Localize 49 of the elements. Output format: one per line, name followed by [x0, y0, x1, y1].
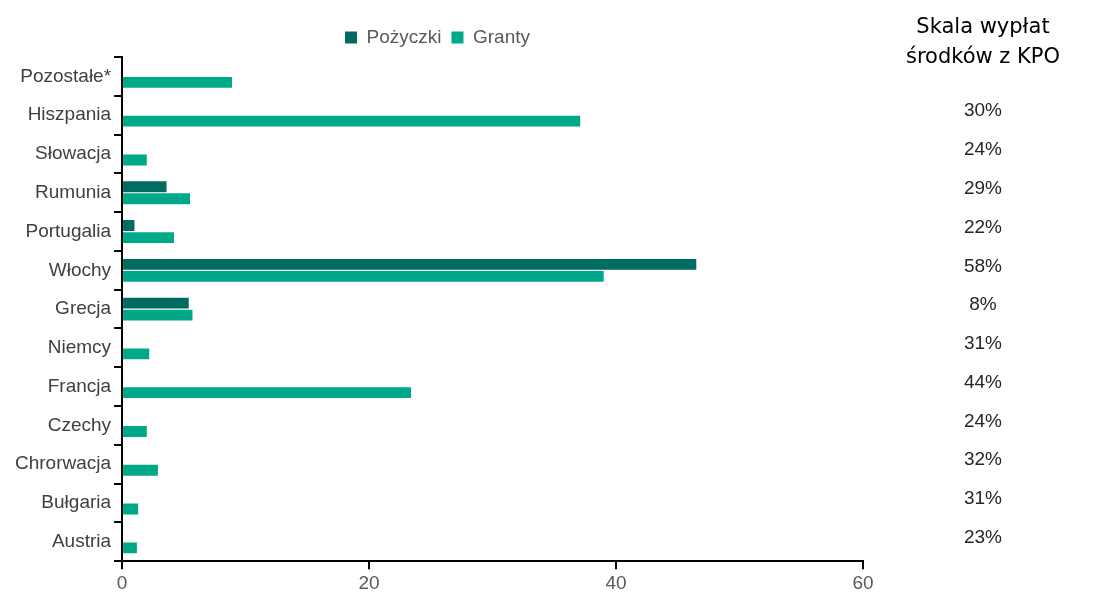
bar [123, 76, 232, 88]
text: 29% [963, 176, 1003, 198]
x-tick-label: 60 [852, 571, 874, 593]
text: Skala wypłat środków z KPO [905, 14, 1061, 69]
y-tick-label: Słowacja [35, 142, 112, 164]
bar [123, 154, 147, 166]
y-tick-label: Francja [47, 374, 112, 396]
bar [123, 348, 150, 360]
bar [123, 297, 189, 309]
text: 44% [963, 370, 1003, 392]
y-tick-label: Pozostałe* [20, 64, 112, 86]
y-tick-label: Austria [51, 530, 112, 552]
bar [123, 220, 135, 231]
bar [123, 426, 147, 437]
bar [123, 181, 167, 193]
y-tick-label: Rumunia [35, 180, 112, 202]
bar [123, 270, 604, 282]
bar [123, 232, 174, 243]
y-tick-label: Bułgaria [41, 491, 112, 513]
bar [123, 464, 158, 476]
y-tick-label: Włochy [48, 258, 112, 280]
bar [123, 258, 697, 270]
bar [123, 115, 581, 127]
legend-label: Pożyczki [366, 25, 442, 47]
text: 31% [963, 487, 1003, 509]
x-tick-label: 0 [116, 571, 128, 593]
y-tick-label: Chrorwacja [14, 452, 112, 474]
bar [123, 309, 193, 321]
text: 30% [963, 99, 1003, 121]
y-tick-label: Portugalia [25, 219, 112, 241]
bar [123, 503, 139, 515]
text: 58% [963, 254, 1003, 276]
y-tick-label: Hiszpania [27, 103, 112, 125]
text: 32% [963, 448, 1003, 470]
y-tick-label: Niemcy [47, 336, 112, 358]
bar [123, 542, 137, 554]
text: 23% [963, 526, 1003, 548]
text: 8% [969, 293, 997, 315]
y-tick-label: Grecja [55, 297, 112, 319]
x-tick-label: 20 [358, 571, 380, 593]
text: 24% [963, 138, 1003, 160]
bar [123, 193, 190, 205]
text: 24% [963, 409, 1003, 431]
text: 31% [963, 332, 1003, 354]
bar [123, 387, 412, 399]
x-tick-label: 40 [605, 571, 627, 593]
y-tick-label: Czechy [47, 413, 112, 435]
legend-label: Granty [472, 25, 531, 47]
text: 22% [963, 215, 1003, 237]
